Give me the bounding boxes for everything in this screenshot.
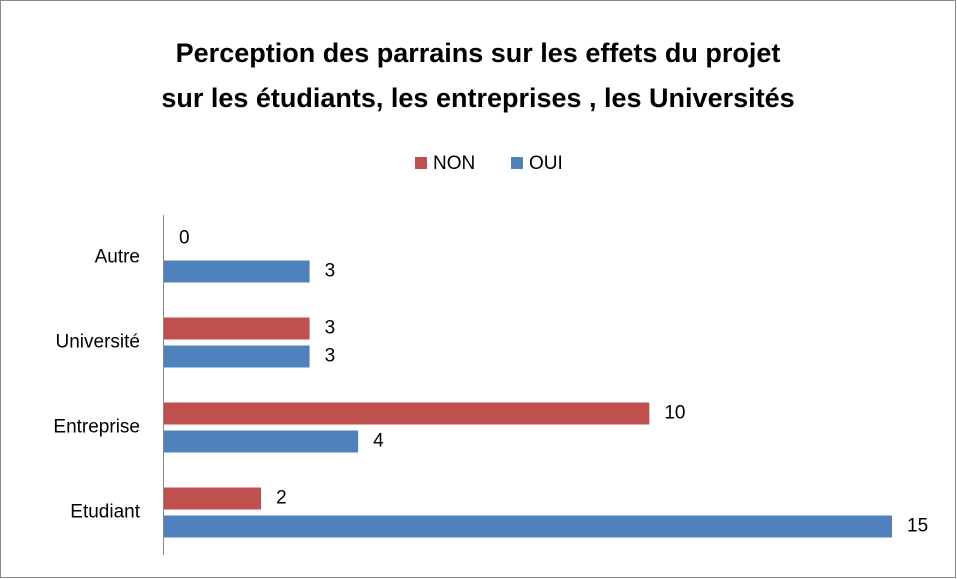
data-label: 15 xyxy=(907,516,928,537)
bar xyxy=(164,430,359,453)
y-tick-label: Autre xyxy=(95,247,140,268)
data-label: 4 xyxy=(373,431,384,452)
legend-swatch xyxy=(511,157,523,169)
bar xyxy=(164,487,262,510)
data-label: 3 xyxy=(325,318,336,339)
data-label: 10 xyxy=(664,403,685,424)
data-label: 3 xyxy=(325,346,336,367)
bar xyxy=(164,317,310,340)
y-tick-label: Entreprise xyxy=(53,417,140,438)
legend-label: NON xyxy=(433,153,475,174)
legend-label: OUI xyxy=(529,153,563,174)
bar xyxy=(164,515,892,538)
bar xyxy=(164,345,310,368)
bar xyxy=(164,260,310,283)
legend-swatch xyxy=(415,157,427,169)
y-tick-label: Université xyxy=(56,332,140,353)
chart-title: Perception des parrains sur les effets d… xyxy=(176,38,781,68)
data-label: 3 xyxy=(325,261,336,282)
chart-title: sur les étudiants, les entreprises , les… xyxy=(161,83,794,113)
data-label: 0 xyxy=(179,228,190,249)
y-tick-label: Etudiant xyxy=(70,502,140,523)
data-label: 2 xyxy=(276,488,287,509)
bar xyxy=(164,402,650,425)
